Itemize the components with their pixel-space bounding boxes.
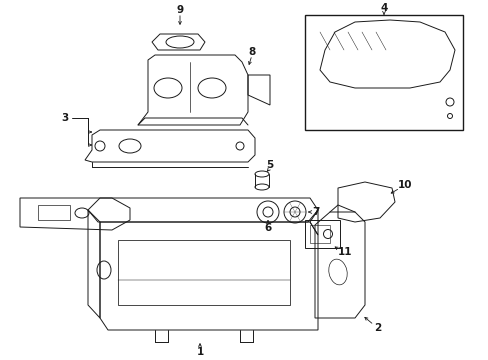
Text: 5: 5 bbox=[266, 160, 273, 170]
Text: 8: 8 bbox=[248, 47, 255, 57]
Text: 10: 10 bbox=[397, 180, 411, 190]
Text: 4: 4 bbox=[380, 3, 387, 13]
Text: 3: 3 bbox=[61, 113, 68, 123]
Bar bbox=[305, 220, 339, 248]
Text: 1: 1 bbox=[196, 347, 203, 357]
Text: 11: 11 bbox=[337, 247, 351, 257]
Text: 2: 2 bbox=[374, 323, 381, 333]
Text: 7: 7 bbox=[312, 207, 319, 217]
Bar bbox=[305, 15, 462, 130]
Text: 9: 9 bbox=[176, 5, 183, 15]
Bar bbox=[309, 225, 329, 243]
Text: 6: 6 bbox=[264, 223, 271, 233]
